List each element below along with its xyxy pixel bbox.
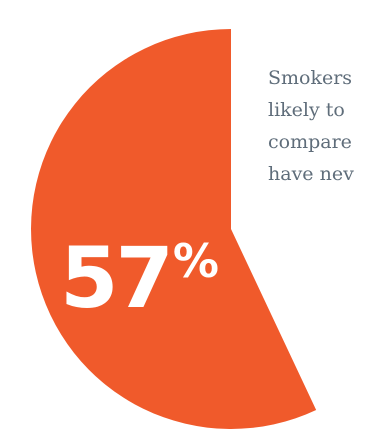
percentage-label: 57% <box>60 236 219 320</box>
percentage-symbol: % <box>172 234 219 288</box>
pie-slice-57 <box>31 29 317 429</box>
caption-line-2: likely to <box>268 99 345 121</box>
percentage-number: 57 <box>60 229 174 327</box>
caption-line-1: Smokers <box>268 67 353 89</box>
caption-text: Smokers likely to compare have nev <box>268 62 379 190</box>
caption-line-4: have nev <box>268 163 354 185</box>
caption-line-3: compare <box>268 131 352 153</box>
